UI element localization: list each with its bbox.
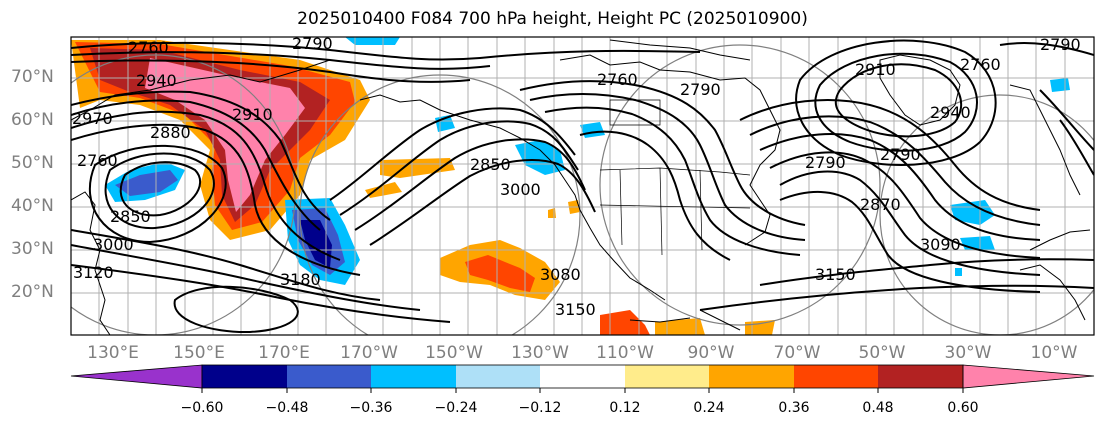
contour-label: 3150 — [555, 300, 596, 319]
state-borders — [599, 99, 751, 256]
colorbar-bin — [287, 365, 371, 388]
contour-label: 3090 — [920, 235, 961, 254]
colorbar-tick-label: 0.24 — [693, 400, 725, 416]
negative-anomaly-fills — [105, 37, 1070, 285]
colorbar-frame — [201, 364, 964, 389]
colorbar-bin — [202, 365, 287, 388]
colorbar-tick-label: −0.60 — [180, 400, 224, 416]
contour-label: 3150 — [815, 265, 856, 284]
colorbar-tick-label: 0.48 — [862, 400, 894, 416]
contour-label: 2910 — [232, 105, 273, 124]
lon-label-50w: 50°W — [858, 343, 906, 363]
colorbar-bin — [625, 365, 709, 388]
contour-label: 3000 — [93, 235, 134, 254]
positive-anomaly-fills — [71, 40, 775, 335]
lon-label-150w: 150°W — [425, 343, 483, 363]
colorbar-tick-label: −0.12 — [518, 400, 562, 416]
contour-label: 2940 — [930, 103, 971, 122]
contour-label: 2760 — [128, 38, 169, 57]
contour-label: 2940 — [136, 71, 177, 90]
colorbar-tick-label: 0.60 — [947, 400, 979, 416]
contour-label: 3000 — [500, 180, 541, 199]
contour-label: 2760 — [77, 151, 118, 170]
contour-label: 2790 — [805, 153, 846, 172]
lat-label-60n: 60°N — [11, 110, 54, 130]
contour-label: 2790 — [680, 80, 721, 99]
colorbar-bin — [794, 365, 878, 388]
contour-label: 3080 — [540, 265, 581, 284]
lon-label-90w: 90°W — [687, 343, 735, 363]
colorbar — [70, 364, 1095, 393]
contour-labels: 2760 2790 2940 2970 2880 2910 2760 2850 … — [72, 34, 1081, 319]
colorbar-tick-label: 0.36 — [778, 400, 810, 416]
colorbar-tick-label: −0.36 — [349, 400, 393, 416]
colorbar-bin — [540, 365, 625, 388]
height-contours — [71, 39, 1094, 334]
lon-label-130w: 130°W — [511, 343, 569, 363]
contour-label: 2880 — [150, 123, 191, 142]
lon-label-10w: 10°W — [1030, 343, 1078, 363]
contour-label: 2790 — [880, 145, 921, 164]
lon-label-70w: 70°W — [773, 343, 821, 363]
lat-label-20n: 20°N — [11, 282, 54, 302]
colorbar-over-bin — [962, 364, 1095, 389]
colorbar-tick-label: −0.48 — [265, 400, 309, 416]
contour-label: 2970 — [72, 109, 113, 128]
colorbar-bin — [878, 365, 963, 388]
graticule — [71, 37, 1094, 335]
contour-label: 3120 — [73, 263, 114, 282]
contour-label: 2870 — [860, 195, 901, 214]
lat-label-30n: 30°N — [11, 239, 54, 259]
colorbar-tick-label: 0.12 — [609, 400, 641, 416]
map-title: 2025010400 F084 700 hPa height, Height P… — [297, 9, 808, 29]
contour-label: 2850 — [110, 207, 151, 226]
lon-label-130e: 130°E — [87, 343, 139, 363]
lat-label-50n: 50°N — [11, 153, 54, 173]
lon-label-150e: 150°E — [173, 343, 225, 363]
lon-label-110w: 110°W — [596, 343, 654, 363]
colorbar-bin — [709, 365, 794, 388]
contour-label: 2790 — [292, 34, 333, 53]
lon-label-170w: 170°W — [340, 343, 398, 363]
contour-label: 3180 — [280, 270, 321, 289]
map-frame — [70, 36, 1095, 336]
contour-label: 2760 — [960, 55, 1001, 74]
colorbar-ticks — [201, 388, 964, 393]
lon-label-30w: 30°W — [944, 343, 992, 363]
colorbar-tick-label: −0.24 — [434, 400, 478, 416]
lat-label-70n: 70°N — [11, 67, 54, 87]
colorbar-bin — [456, 365, 540, 388]
contour-label: 2760 — [597, 70, 638, 89]
contour-label: 2850 — [470, 155, 511, 174]
lon-label-170e: 170°E — [258, 343, 310, 363]
contour-label: 2790 — [1040, 35, 1081, 54]
colorbar-bin — [371, 365, 456, 388]
contour-label: 2910 — [855, 60, 896, 79]
colorbar-under-bin — [70, 364, 203, 389]
lat-label-40n: 40°N — [11, 196, 54, 216]
range-rings — [71, 44, 1094, 335]
